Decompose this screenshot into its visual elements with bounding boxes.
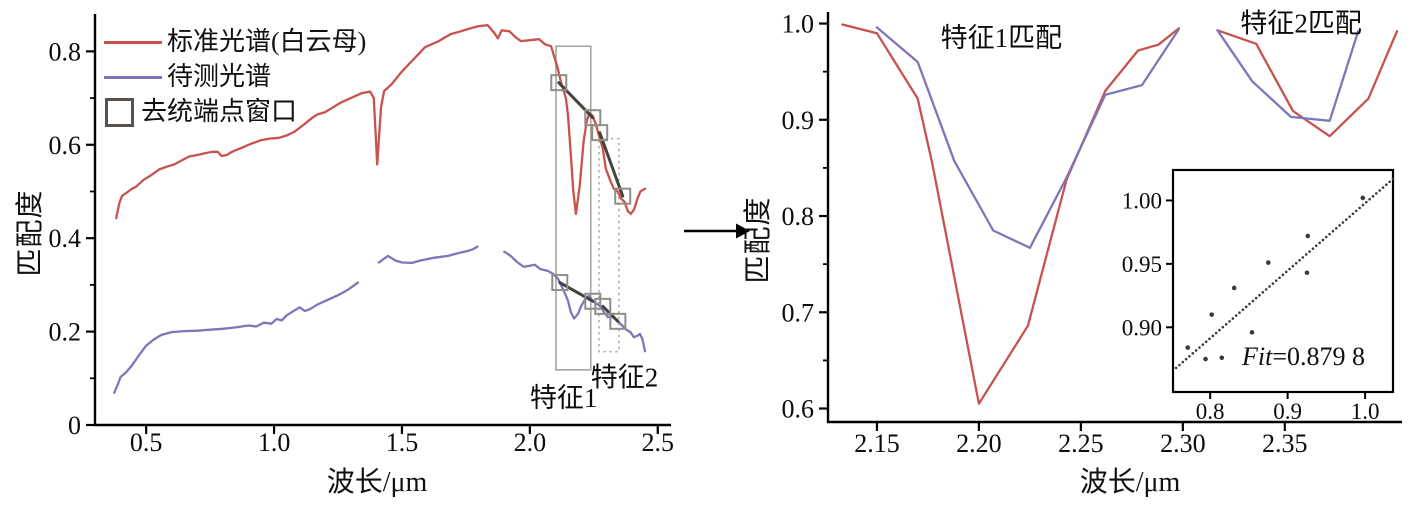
series-待测光谱 bbox=[113, 245, 647, 394]
svg-text:0.8: 0.8 bbox=[782, 202, 815, 231]
feature-window-特征2 bbox=[598, 137, 620, 353]
legend-item-standard-spectrum: 标准光谱(白云母) bbox=[104, 27, 366, 57]
svg-text:0.6: 0.6 bbox=[782, 395, 815, 424]
svg-text:0.95: 0.95 bbox=[1122, 252, 1162, 277]
scatter-point bbox=[1305, 233, 1311, 239]
left-y-axis-label: 匹配度 bbox=[15, 189, 46, 277]
fit-label-value: =0.879 8 bbox=[1272, 342, 1366, 371]
endpoint-window-square bbox=[551, 274, 569, 292]
svg-text:0.5: 0.5 bbox=[130, 428, 163, 457]
svg-text:2.35: 2.35 bbox=[1262, 429, 1308, 458]
svg-text:0.8: 0.8 bbox=[1196, 399, 1225, 424]
legend-item-test-spectrum: 待测光谱 bbox=[104, 62, 366, 92]
svg-text:0.90: 0.90 bbox=[1122, 315, 1162, 340]
svg-text:0.4: 0.4 bbox=[49, 224, 82, 253]
svg-text:0.9: 0.9 bbox=[1273, 399, 1302, 424]
svg-text:0.7: 0.7 bbox=[782, 298, 815, 327]
left-x-axis-label: 波长/μm bbox=[326, 467, 428, 498]
continuum-line-standard bbox=[598, 131, 625, 198]
scatter-point bbox=[1219, 355, 1225, 361]
series-feature2-standard bbox=[1216, 29, 1399, 138]
series-标准光谱(白云母) bbox=[115, 24, 647, 220]
legend-label: 去统端点窗口 bbox=[141, 97, 298, 126]
legend: 标准光谱(白云母) 待测光谱 去统端点窗口 bbox=[104, 27, 366, 127]
legend-label: 待测光谱 bbox=[167, 62, 272, 91]
annotation-特征2匹配: 特征2匹配 bbox=[1240, 9, 1362, 39]
svg-text:0.9: 0.9 bbox=[782, 106, 815, 135]
scatter-point bbox=[1203, 356, 1208, 362]
svg-text:0.2: 0.2 bbox=[49, 318, 82, 347]
continuum-line-standard bbox=[557, 81, 595, 120]
panel-arrow bbox=[684, 223, 750, 239]
series-feature2-test bbox=[1216, 29, 1360, 122]
endpoint-window-square bbox=[614, 187, 632, 205]
right-chart: 2.15 2.20 2.25 2.30 2.35 0.6 0.7 0.8 0.9 1.0 特征1匹配… bbox=[782, 9, 1402, 458]
square-swatch-icon bbox=[105, 97, 134, 127]
fit-line-dotted bbox=[1174, 177, 1395, 370]
endpoint-window-square bbox=[594, 297, 612, 315]
right-x-axis-label: 波长/μm bbox=[1079, 467, 1181, 498]
svg-text:2.20: 2.20 bbox=[956, 429, 1002, 458]
endpoint-window-square bbox=[609, 312, 627, 330]
annotation-特征1: 特征1 bbox=[530, 383, 598, 413]
svg-text:1.0: 1.0 bbox=[782, 10, 815, 39]
test-line-swatch-icon bbox=[104, 75, 162, 79]
svg-text:2.30: 2.30 bbox=[1160, 429, 1206, 458]
scatter-point bbox=[1304, 270, 1310, 276]
annotation-特征2: 特征2 bbox=[591, 363, 659, 393]
scatter-point bbox=[1249, 330, 1255, 335]
svg-text:0: 0 bbox=[68, 411, 81, 440]
svg-text:1.0: 1.0 bbox=[1351, 399, 1380, 424]
inset-frame bbox=[1171, 168, 1395, 394]
svg-text:2.25: 2.25 bbox=[1058, 429, 1104, 458]
svg-text:2.0: 2.0 bbox=[514, 428, 547, 457]
inset-chart: 0.8 0.9 1.0 0.90 0.95 1.00 bbox=[1122, 168, 1395, 424]
annotation-特征1匹配: 特征1匹配 bbox=[941, 23, 1063, 53]
standard-line-swatch-icon bbox=[104, 40, 162, 44]
scatter-point bbox=[1360, 195, 1366, 201]
right-y-axis-label: 匹配度 bbox=[743, 196, 774, 284]
svg-text:0.6: 0.6 bbox=[49, 131, 82, 160]
svg-text:2.5: 2.5 bbox=[642, 428, 675, 457]
right-arrow-head-icon bbox=[736, 223, 750, 239]
svg-text:1.0: 1.0 bbox=[258, 428, 291, 457]
feature-window-特征1 bbox=[555, 45, 592, 371]
svg-text:1.00: 1.00 bbox=[1122, 188, 1162, 213]
svg-text:1.5: 1.5 bbox=[386, 428, 419, 457]
fit-value-label: Fit=0.879 8 bbox=[1242, 342, 1365, 372]
svg-text:2.15: 2.15 bbox=[854, 429, 900, 458]
continuum-line-test bbox=[558, 281, 595, 303]
scatter-point bbox=[1231, 285, 1237, 291]
scatter-points bbox=[1185, 195, 1366, 362]
scatter-point bbox=[1209, 312, 1215, 317]
svg-text:0.8: 0.8 bbox=[49, 37, 82, 66]
legend-label: 标准光谱(白云母) bbox=[167, 27, 367, 56]
legend-item-endpoint-window: 去统端点窗口 bbox=[104, 97, 366, 127]
scatter-point bbox=[1265, 260, 1271, 265]
series-feature1-test bbox=[875, 26, 1180, 249]
fit-label-italic: Fit bbox=[1242, 342, 1273, 371]
endpoint-window-square bbox=[550, 74, 568, 92]
endpoint-window-square bbox=[584, 292, 602, 310]
series-feature1-standard bbox=[841, 23, 1180, 405]
scatter-point bbox=[1185, 345, 1191, 350]
endpoint-window-square bbox=[591, 124, 609, 142]
